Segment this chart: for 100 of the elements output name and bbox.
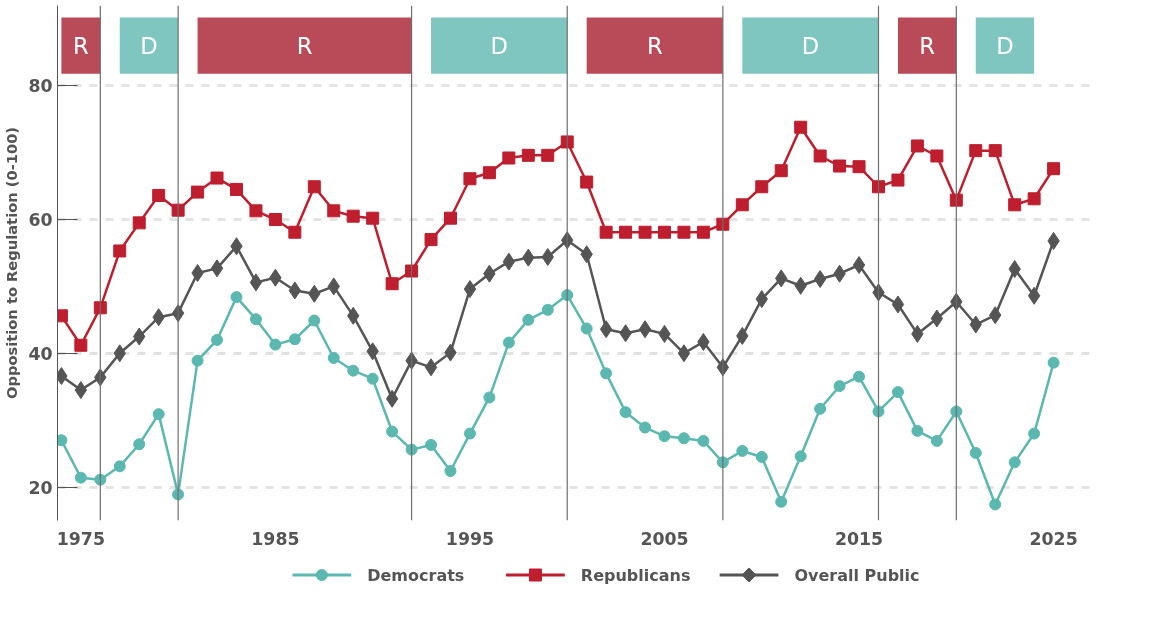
point	[444, 465, 457, 477]
point	[599, 225, 613, 239]
point	[463, 280, 477, 299]
band-label: D	[490, 32, 508, 59]
point	[288, 225, 302, 239]
point	[911, 424, 924, 437]
point	[93, 301, 107, 315]
point	[211, 333, 224, 346]
point	[774, 164, 788, 178]
point	[268, 213, 282, 227]
point	[191, 354, 204, 367]
point	[366, 211, 380, 225]
point	[852, 256, 866, 275]
point	[502, 336, 515, 349]
x-tick-label: 2025	[1029, 528, 1078, 549]
point	[386, 425, 399, 438]
point	[288, 333, 301, 346]
point	[638, 225, 652, 239]
point	[833, 159, 847, 173]
point	[502, 252, 516, 271]
point	[639, 421, 652, 434]
point	[794, 120, 808, 134]
point	[502, 151, 516, 165]
point	[872, 180, 885, 194]
point	[385, 389, 399, 408]
point	[249, 273, 263, 292]
point	[74, 338, 88, 352]
point	[775, 495, 788, 508]
x-tick-label: 1985	[251, 528, 300, 549]
point	[833, 380, 846, 393]
point	[677, 344, 691, 363]
point	[930, 434, 943, 447]
y-tick-label: 20	[28, 477, 53, 498]
point	[541, 148, 555, 162]
point	[269, 338, 282, 351]
point	[1027, 286, 1041, 305]
point	[57, 434, 68, 447]
point	[930, 149, 944, 163]
y-axis-title: Opposition to Regulation (0-100)	[3, 126, 21, 400]
point	[580, 175, 594, 189]
point	[813, 270, 827, 289]
point	[969, 144, 983, 158]
point	[969, 446, 982, 459]
point	[210, 259, 224, 278]
point	[949, 193, 963, 207]
point	[463, 427, 476, 440]
x-tick-label: 2005	[640, 528, 689, 549]
point	[658, 430, 671, 443]
point	[560, 135, 574, 149]
point	[74, 381, 88, 400]
point	[988, 144, 1002, 158]
point	[619, 406, 632, 419]
point	[1008, 456, 1021, 469]
x-tick-label: 1975	[56, 528, 105, 549]
point	[891, 386, 904, 399]
point	[696, 225, 710, 239]
point	[619, 225, 633, 239]
legend-label: Republicans	[580, 565, 691, 585]
band-label: R	[919, 32, 936, 59]
point	[483, 391, 496, 404]
point	[1028, 427, 1041, 440]
point	[230, 291, 243, 304]
point	[327, 351, 340, 364]
y-tick-label: 60	[28, 210, 53, 231]
point	[152, 188, 166, 202]
point	[405, 264, 419, 278]
point	[657, 225, 671, 239]
point	[638, 320, 652, 339]
point	[736, 444, 749, 457]
point	[989, 498, 1002, 511]
point	[697, 434, 710, 447]
point	[1047, 162, 1061, 176]
point	[482, 166, 496, 180]
point	[852, 160, 866, 174]
point	[424, 358, 438, 377]
point	[910, 139, 924, 153]
point	[113, 460, 126, 473]
point	[443, 211, 457, 225]
point	[132, 216, 146, 230]
y-tick-label: 80	[28, 76, 53, 97]
point	[891, 173, 905, 187]
point	[113, 244, 127, 258]
point	[813, 149, 827, 163]
point	[541, 303, 554, 316]
point	[133, 438, 146, 451]
point	[853, 370, 866, 383]
point	[249, 313, 262, 326]
point	[930, 309, 944, 328]
point	[74, 471, 87, 484]
point	[794, 450, 807, 463]
point	[755, 180, 769, 194]
point	[425, 438, 438, 451]
point	[191, 185, 205, 199]
x-tick-label: 2015	[834, 528, 884, 549]
band-label: D	[140, 32, 158, 59]
band-label: R	[296, 32, 313, 59]
point	[580, 322, 593, 335]
point	[891, 295, 905, 314]
point	[600, 367, 613, 380]
x-tick-label: 1995	[445, 528, 495, 549]
